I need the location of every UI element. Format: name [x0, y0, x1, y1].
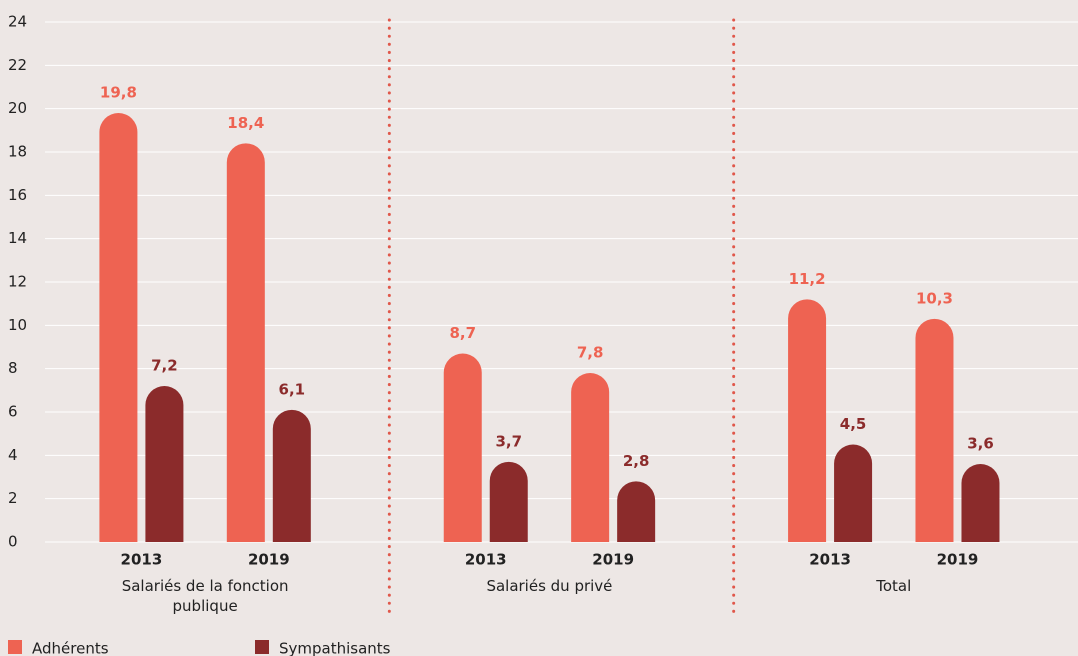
value-label: 7,2: [151, 357, 178, 375]
legend-swatch: [8, 640, 22, 654]
y-tick-label: 2: [8, 489, 18, 507]
bar: [99, 113, 138, 542]
group-label: Salariés de la fonction publique: [121, 577, 289, 615]
group-label: Salariés du privé: [486, 577, 613, 595]
value-label: 3,6: [967, 435, 994, 453]
y-tick-label: 22: [8, 56, 27, 74]
x-tick-label: 2013: [465, 551, 507, 569]
y-tick-label: 8: [8, 359, 18, 377]
x-tick-label: 2019: [248, 551, 290, 569]
value-label: 3,7: [495, 432, 522, 450]
x-tick-label: 2019: [937, 551, 979, 569]
bar: [272, 409, 311, 542]
bar: [145, 386, 184, 542]
y-tick-label: 24: [8, 13, 27, 31]
bar: [571, 373, 610, 542]
value-label: 10,3: [916, 289, 953, 307]
x-tick-label: 2013: [121, 551, 163, 569]
bar: [489, 461, 528, 542]
legend-label: Sympathisants: [279, 640, 391, 656]
y-tick-label: 6: [8, 403, 18, 421]
group-label: Total: [876, 577, 912, 595]
y-tick-label: 20: [8, 99, 27, 117]
bar: [443, 353, 482, 542]
y-tick-label: 16: [8, 186, 27, 204]
bar: [617, 481, 656, 542]
value-label: 6,1: [279, 380, 306, 398]
bar: [915, 318, 954, 542]
value-label: 2,8: [623, 452, 650, 470]
y-tick-label: 0: [8, 533, 18, 551]
y-tick-label: 4: [8, 446, 18, 464]
value-label: 18,4: [227, 114, 264, 132]
value-label: 19,8: [100, 84, 137, 102]
value-label: 4,5: [840, 415, 867, 433]
value-label: 7,8: [577, 344, 604, 362]
x-tick-label: 2013: [809, 551, 851, 569]
bar: [961, 464, 1000, 542]
bar: [788, 299, 827, 542]
legend-swatch: [255, 640, 269, 654]
bar: [834, 444, 873, 542]
y-tick-label: 14: [8, 229, 27, 247]
y-tick-label: 12: [8, 273, 27, 291]
value-label: 8,7: [449, 324, 476, 342]
y-tick-label: 10: [8, 316, 27, 334]
value-label: 11,2: [789, 270, 826, 288]
y-tick-label: 18: [8, 143, 27, 161]
legend-label: Adhérents: [32, 640, 109, 656]
bar: [226, 143, 265, 543]
x-tick-label: 2019: [592, 551, 634, 569]
